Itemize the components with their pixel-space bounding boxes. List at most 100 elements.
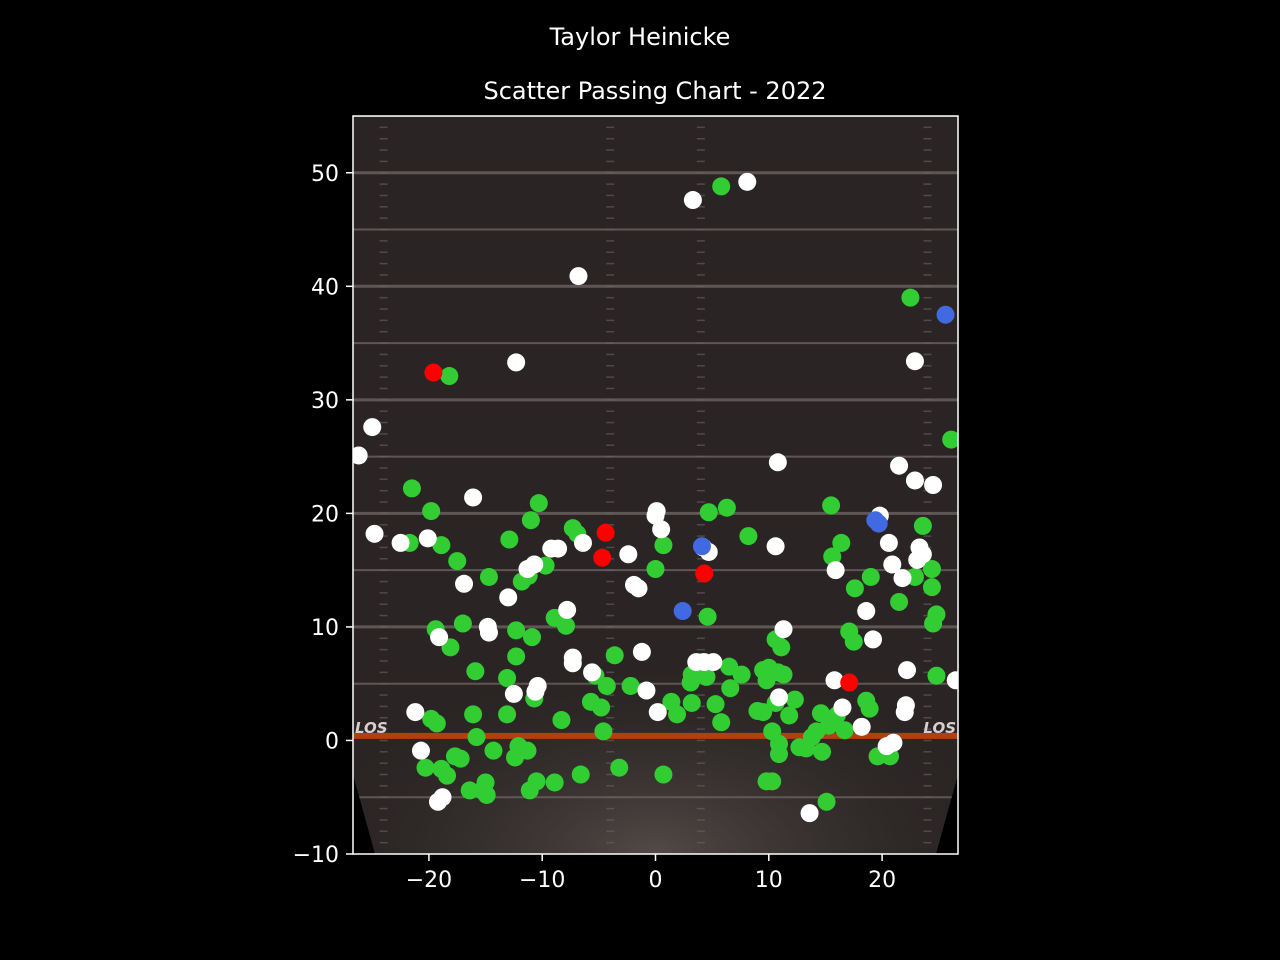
data-point-incomplete	[363, 418, 382, 437]
data-point-complete	[498, 705, 517, 724]
data-point-complete	[440, 367, 459, 386]
data-point-complete	[477, 785, 496, 804]
data-point-complete	[621, 676, 640, 695]
data-point-incomplete	[825, 671, 844, 690]
data-point-complete	[732, 665, 751, 684]
data-point-complete	[527, 772, 546, 791]
data-point-complete	[763, 772, 782, 791]
y-tick-label: 10	[311, 616, 339, 641]
data-point-incomplete	[430, 628, 449, 647]
data-point-complete	[913, 516, 932, 535]
chart-title: Taylor Heinicke	[549, 23, 731, 51]
data-point-complete	[529, 494, 548, 513]
y-tick-label: 20	[311, 502, 339, 527]
y-tick-label: −10	[293, 843, 339, 868]
data-point-complete	[772, 638, 791, 657]
data-point-complete	[668, 705, 687, 724]
field-corner-left	[353, 774, 375, 854]
data-points	[353, 172, 958, 823]
data-point-incomplete	[411, 741, 430, 760]
data-point-incomplete	[857, 602, 876, 621]
data-point-complete	[416, 758, 435, 777]
data-point-complete	[922, 560, 941, 579]
data-point-complete	[422, 502, 441, 521]
data-point-complete	[774, 665, 793, 684]
data-point-complete	[860, 699, 879, 718]
data-point-complete	[438, 766, 457, 785]
data-point-incomplete	[518, 560, 537, 579]
data-point-incomplete	[704, 653, 723, 672]
data-point-incomplete	[418, 529, 437, 548]
data-point-complete	[811, 704, 830, 723]
data-point-complete	[466, 662, 485, 681]
data-point-incomplete	[683, 191, 702, 210]
data-point-incomplete	[883, 555, 902, 574]
data-point-complete	[521, 511, 540, 530]
y-axis: −10 0 10 20 30 40 50	[293, 162, 353, 868]
data-point-incomplete	[884, 733, 903, 752]
data-point-complete	[924, 614, 943, 633]
data-point-complete	[571, 765, 590, 784]
data-point-incomplete	[583, 663, 602, 682]
data-point-touchdown	[673, 602, 692, 621]
data-point-interception	[695, 564, 714, 583]
data-point-complete	[706, 695, 725, 714]
data-point-complete	[697, 667, 716, 686]
data-point-incomplete	[637, 681, 656, 700]
data-point-incomplete	[499, 588, 518, 607]
data-point-incomplete	[433, 788, 452, 807]
data-point-complete	[552, 711, 571, 730]
data-point-complete	[927, 666, 946, 685]
data-point-complete	[654, 536, 673, 555]
data-point-incomplete	[893, 569, 912, 588]
data-point-touchdown	[936, 305, 955, 324]
field-background: LOS LOS	[353, 116, 958, 854]
data-point-incomplete	[391, 533, 410, 552]
data-point-incomplete	[569, 267, 588, 286]
data-point-incomplete	[800, 804, 819, 823]
data-point-incomplete	[946, 671, 958, 690]
data-point-complete	[822, 496, 841, 515]
data-point-complete	[460, 781, 479, 800]
data-point-complete	[432, 536, 451, 555]
x-tick-label: −20	[406, 868, 452, 893]
data-point-complete	[754, 703, 773, 722]
data-point-complete	[523, 628, 542, 647]
data-point-incomplete	[905, 352, 924, 371]
data-point-complete	[844, 632, 863, 651]
data-point-complete	[861, 567, 880, 586]
data-point-incomplete	[648, 703, 667, 722]
data-point-complete	[901, 288, 920, 307]
data-point-incomplete	[507, 353, 526, 372]
y-tick-label: 30	[311, 389, 339, 414]
data-point-complete	[823, 547, 842, 566]
data-point-complete	[464, 705, 483, 724]
data-point-complete	[654, 765, 673, 784]
data-point-complete	[712, 713, 731, 732]
x-axis: −20 −10 0 10 20	[406, 854, 896, 893]
y-tick-label: 40	[311, 275, 339, 300]
x-tick-label: 10	[755, 868, 783, 893]
data-point-incomplete	[573, 533, 592, 552]
data-point-incomplete	[766, 537, 785, 556]
data-point-incomplete	[652, 520, 671, 539]
data-point-complete	[835, 721, 854, 740]
data-point-complete	[500, 530, 519, 549]
data-point-complete	[484, 741, 503, 760]
data-point-complete	[817, 792, 836, 811]
chart-subtitle: Scatter Passing Chart - 2022	[483, 77, 826, 105]
data-point-complete	[451, 749, 470, 768]
data-point-incomplete	[464, 488, 483, 507]
data-point-incomplete	[879, 533, 898, 552]
data-point-complete	[813, 742, 832, 761]
data-point-incomplete	[895, 703, 914, 722]
field-corner-right	[936, 774, 958, 854]
data-point-incomplete	[826, 561, 845, 580]
data-point-incomplete	[365, 524, 384, 543]
data-point-incomplete	[833, 698, 852, 717]
data-point-complete	[592, 698, 611, 717]
data-point-complete	[427, 714, 446, 733]
data-point-complete	[890, 592, 909, 611]
